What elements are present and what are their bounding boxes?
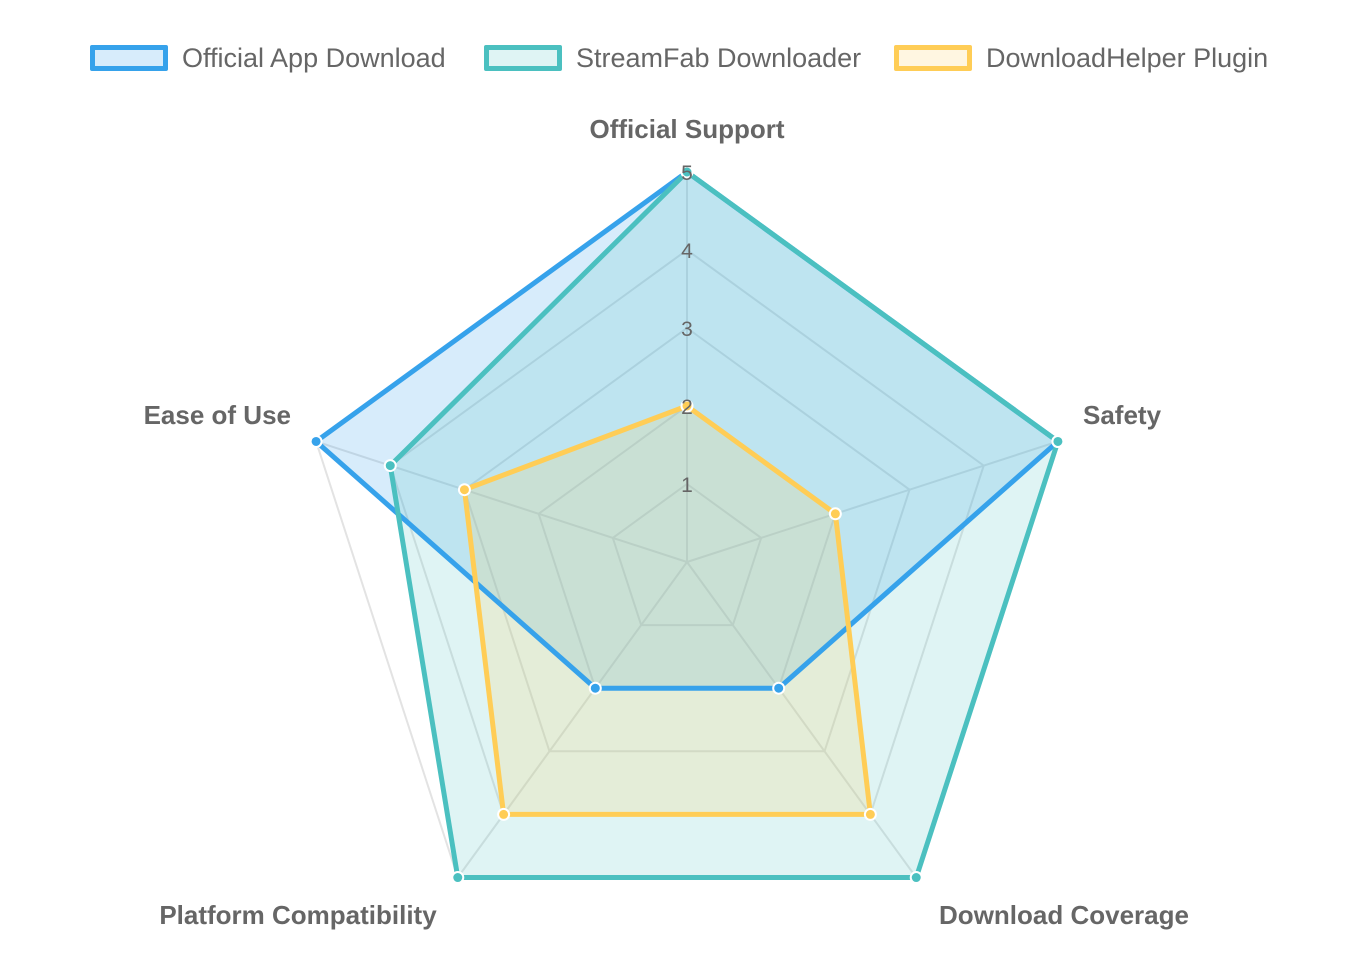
grid-spoke-1 bbox=[686, 440, 1059, 563]
tick-label-1: 1 bbox=[681, 474, 693, 497]
chart-legend: Official App Download StreamFab Download… bbox=[0, 38, 1346, 78]
data-point-0-3 bbox=[588, 681, 602, 695]
axis-label-safety: Safety bbox=[1083, 400, 1162, 430]
legend-label-streamfab: StreamFab Downloader bbox=[576, 42, 862, 73]
data-point-2-0 bbox=[680, 399, 694, 413]
axis-label-platform-compatibility: Platform Compatibility bbox=[159, 900, 437, 930]
legend-swatch-official-app bbox=[90, 45, 168, 71]
tick-label-2: 2 bbox=[681, 396, 693, 419]
series-area-0 bbox=[316, 172, 1058, 689]
grid-spoke-2 bbox=[686, 561, 918, 879]
data-point-2-1 bbox=[828, 507, 842, 521]
grid-spoke-4 bbox=[315, 440, 688, 563]
data-point-1-1 bbox=[1051, 434, 1065, 448]
axis-label-official-support: Official Support bbox=[590, 114, 785, 144]
tick-label-3: 3 bbox=[681, 318, 693, 341]
legend-item-downloadhelper[interactable]: DownloadHelper Plugin bbox=[894, 38, 1268, 78]
series-line-2 bbox=[461, 403, 874, 817]
axis-label-ease-of-use: Ease of Use bbox=[144, 400, 291, 430]
data-point-0-4 bbox=[309, 434, 323, 448]
legend-item-streamfab[interactable]: StreamFab Downloader bbox=[484, 38, 861, 78]
legend-swatch-streamfab bbox=[484, 45, 562, 71]
data-point-1-4 bbox=[383, 459, 397, 473]
data-point-2-3 bbox=[497, 807, 511, 821]
series-line-1 bbox=[387, 168, 1061, 881]
series-area-2 bbox=[464, 406, 871, 815]
axis-label-download-coverage: Download Coverage bbox=[939, 900, 1189, 930]
tick-label-4: 4 bbox=[681, 240, 693, 263]
grid-ring-1 bbox=[611, 482, 763, 627]
data-point-0-2 bbox=[772, 681, 786, 695]
data-point-1-2 bbox=[909, 871, 923, 885]
grid-spoke-3 bbox=[456, 561, 688, 879]
series-area-1 bbox=[390, 172, 1058, 878]
legend-label-downloadhelper: DownloadHelper Plugin bbox=[986, 42, 1269, 73]
data-point-1-3 bbox=[451, 871, 465, 885]
legend-label-official-app: Official App Download bbox=[182, 42, 446, 73]
tick-label-5: 5 bbox=[681, 162, 693, 185]
legend-swatch-downloadhelper bbox=[894, 45, 972, 71]
grid-ring-3 bbox=[463, 326, 911, 753]
legend-item-official-app[interactable]: Official App Download bbox=[90, 38, 446, 78]
data-point-2-4 bbox=[457, 483, 471, 497]
data-point-2-2 bbox=[863, 807, 877, 821]
data-point-1-0 bbox=[680, 165, 694, 179]
